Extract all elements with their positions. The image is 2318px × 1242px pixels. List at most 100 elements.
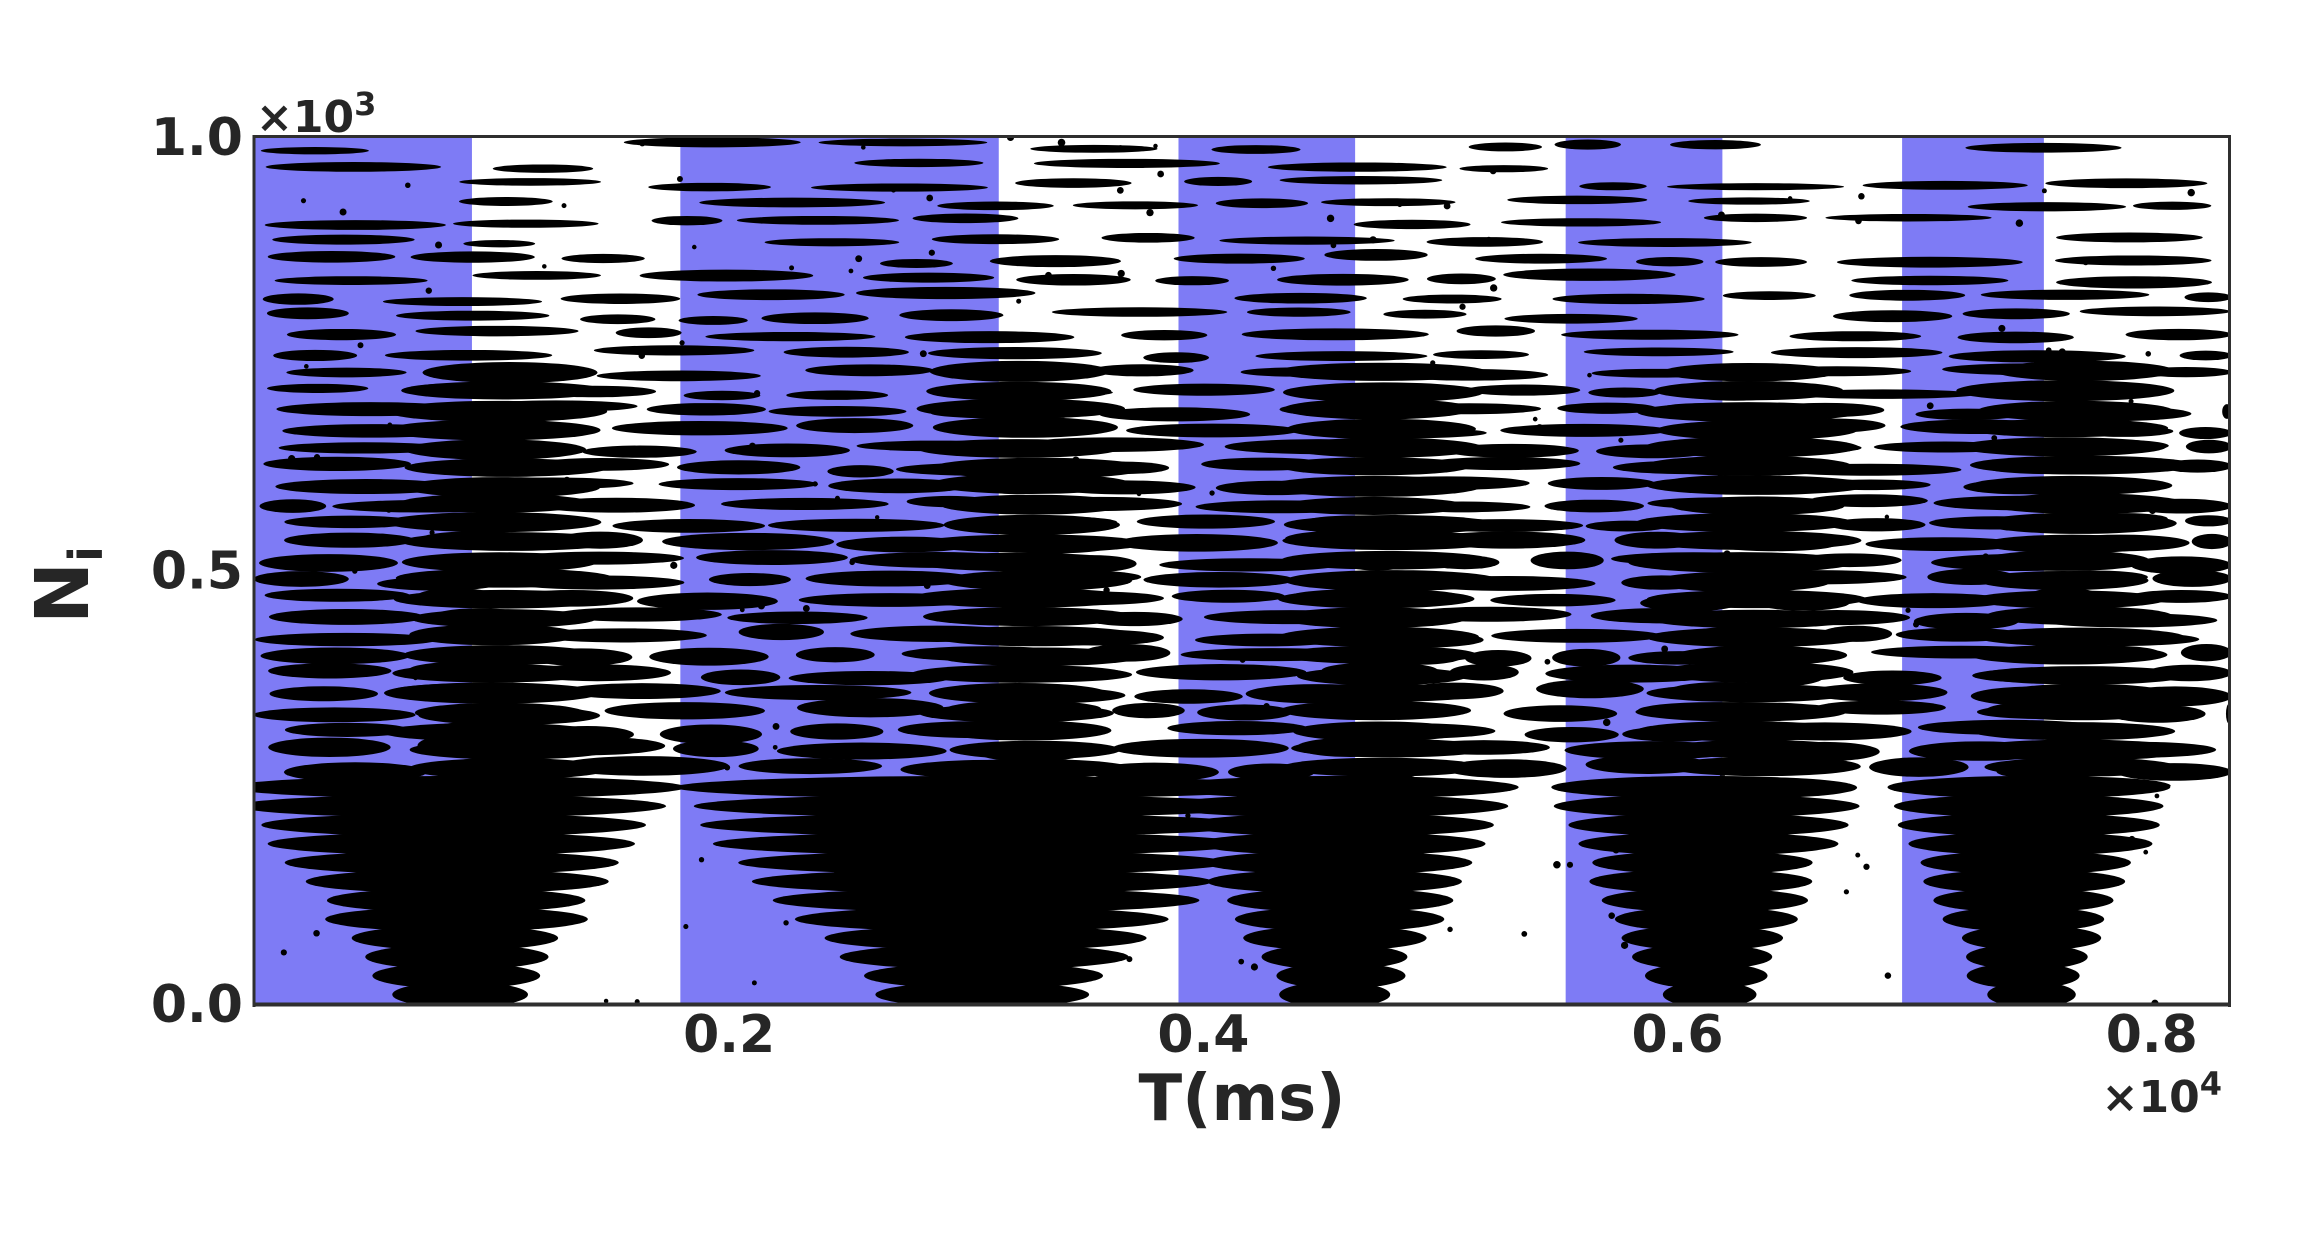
spike-segment <box>1464 650 1532 667</box>
spike-dot <box>2128 398 2134 404</box>
burst-ellipse <box>794 906 1169 932</box>
spike-dense-blob <box>410 609 597 628</box>
spike-segment <box>705 331 876 342</box>
spike-segment <box>2152 570 2230 587</box>
spike-dot <box>1307 406 1314 413</box>
axis-spine-top <box>252 135 2231 138</box>
burst-ellipse <box>1227 888 1454 913</box>
spike-segment <box>268 663 392 679</box>
spike-dot <box>429 530 435 536</box>
x-tick-label-0.8: 0.8 <box>2106 1005 2198 1065</box>
spike-segment <box>1099 407 1251 422</box>
spike-dot <box>802 605 810 612</box>
spike-dense-blob <box>1983 534 2161 554</box>
spike-segment <box>259 499 327 513</box>
spike-dense-blob <box>949 740 1121 759</box>
spike-segment <box>459 197 553 206</box>
spike-dot <box>724 764 731 771</box>
spike-segment <box>797 698 944 718</box>
spike-dot <box>1689 891 1696 898</box>
spike-segment <box>1491 628 1662 643</box>
spike-segment <box>683 390 761 401</box>
spike-segment <box>1468 142 1542 152</box>
sync-volley-line <box>469 765 475 1004</box>
sync-volley-line <box>1719 765 1725 1004</box>
spike-segment <box>273 349 358 362</box>
spike-segment <box>805 364 934 377</box>
spike-dot <box>563 476 571 484</box>
spike-segment <box>855 286 1036 300</box>
burst-ellipse <box>1933 888 2114 913</box>
spike-segment <box>637 592 778 610</box>
spike-dot <box>561 203 567 209</box>
burst-ellipse <box>1234 906 1445 932</box>
spike-dense-blob <box>1281 496 1467 515</box>
axis-spine-bottom <box>252 1002 2231 1007</box>
spike-dense-blob <box>919 704 1114 723</box>
spike-dot <box>855 255 863 263</box>
spike-dot <box>1535 424 1544 432</box>
spike-dense-blob <box>1656 420 1858 441</box>
spike-segment <box>1557 402 1657 414</box>
spike-segment <box>260 147 369 155</box>
burst-ellipse <box>267 831 635 856</box>
spike-segment <box>267 383 369 394</box>
burst-ellipse <box>693 794 1264 818</box>
spike-segment <box>1402 294 1502 304</box>
spike-dot <box>1717 472 1723 478</box>
spike-dot <box>1250 963 1258 971</box>
spike-dense-blob <box>909 588 1135 608</box>
spike-dense-blob <box>1277 589 1475 609</box>
spike-segment <box>2056 232 2203 243</box>
burst-ellipse <box>1942 906 2105 932</box>
spike-segment <box>1090 364 1194 377</box>
spike-dot <box>1926 402 1934 410</box>
spike-segment <box>1536 679 1644 699</box>
spike-segment <box>1211 145 1301 154</box>
spike-segment <box>535 628 707 643</box>
spike-segment <box>1135 664 1307 681</box>
spike-segment <box>1433 350 1529 359</box>
spike-dense-blob <box>1980 550 2151 571</box>
spike-dot <box>1061 580 1069 587</box>
spike-segment <box>1383 309 1467 319</box>
spike-dense-blob <box>916 439 1120 458</box>
spike-dense-blob <box>931 473 1131 494</box>
burst-ellipse <box>1568 813 1849 837</box>
spike-dot <box>1132 771 1139 778</box>
spike-dense-blob <box>384 682 599 704</box>
y-axis-label-base: N <box>20 562 106 624</box>
spike-dot <box>1262 885 1269 891</box>
spike-dot <box>638 352 646 360</box>
spike-segment <box>1965 142 2122 153</box>
burst-ellipse <box>1276 962 1406 989</box>
spike-dot <box>919 350 927 358</box>
spike-dot <box>2045 347 2052 353</box>
spike-segment <box>272 234 415 245</box>
spike-dot <box>1855 217 1862 225</box>
spike-segment <box>1862 180 2028 190</box>
spike-segment <box>1851 275 2009 286</box>
spike-dot <box>1057 138 1066 147</box>
spike-dense-blob <box>1266 475 1482 497</box>
spike-segment <box>764 238 900 247</box>
burst-ellipse <box>351 925 559 951</box>
spike-segment <box>264 220 446 230</box>
burst-ellipse <box>1553 794 1860 818</box>
spike-segment <box>1957 331 2074 344</box>
spike-segment <box>1857 593 2010 609</box>
spike-dot <box>1913 621 1920 628</box>
spike-dense-blob <box>422 362 598 384</box>
spike-dot <box>435 241 443 249</box>
spike-segment <box>264 588 410 602</box>
spike-dot <box>1553 860 1561 869</box>
burst-ellipse <box>772 888 1200 913</box>
spike-dot <box>1239 657 1246 663</box>
spike-dot <box>1443 202 1451 210</box>
spike-segment <box>453 219 599 228</box>
spike-segment <box>266 307 349 320</box>
spike-dot <box>777 787 785 795</box>
spike-dot <box>1637 350 1643 356</box>
spike-dense-blob <box>1970 455 2197 475</box>
spike-dense-blob <box>916 398 1126 419</box>
